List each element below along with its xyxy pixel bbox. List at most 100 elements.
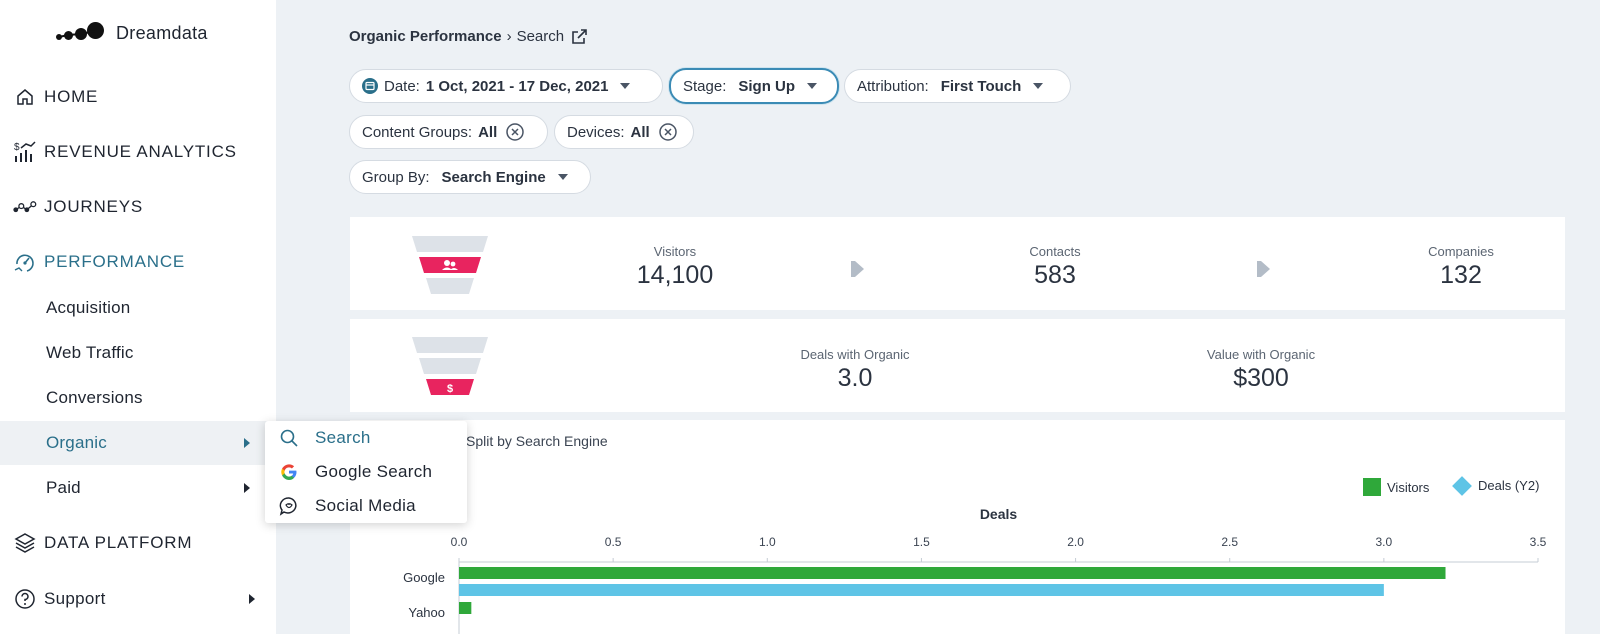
chart-card — [350, 420, 1565, 634]
contacts-label: Contacts — [1029, 244, 1081, 259]
x-tick-label: 1.0 — [759, 535, 776, 549]
help-circle-icon — [13, 587, 37, 611]
chevron-down-icon — [807, 83, 818, 89]
x-tick-label: 1.5 — [913, 535, 930, 549]
sidebar-item-label: Organic — [46, 433, 107, 452]
sidebar-item-acquisition[interactable]: Acquisition — [0, 286, 276, 330]
companies-metric: Companies 132 — [1366, 244, 1556, 290]
companies-value: 132 — [1440, 261, 1482, 289]
clear-filter-icon[interactable] — [658, 123, 677, 141]
value-with-organic-value: $300 — [1233, 364, 1289, 392]
revenue-analytics-icon: $ — [13, 140, 37, 164]
contacts-metric: Contacts 583 — [960, 244, 1150, 290]
visitors-value: 14,100 — [636, 261, 714, 289]
chevron-right-icon — [244, 483, 250, 493]
home-icon — [13, 85, 37, 109]
sidebar-item-conversions[interactable]: Conversions — [0, 376, 276, 420]
deals-with-organic-metric: Deals with Organic 3.0 — [750, 347, 960, 393]
social-media-icon — [279, 496, 299, 516]
legend-swatch — [1363, 478, 1381, 496]
attribution-filter-key: Attribution: — [857, 77, 929, 95]
legend-label: Visitors — [1387, 479, 1430, 495]
breadcrumb-current: Search — [516, 28, 565, 45]
stage-filter-value: Sign Up — [738, 77, 796, 95]
devices-filter[interactable]: Devices: All — [554, 115, 694, 149]
svg-text:$: $ — [14, 142, 20, 153]
chevron-right-icon — [249, 594, 255, 604]
group-by-filter-value: Search Engine — [441, 168, 546, 186]
y-tick-label: Yahoo — [408, 605, 445, 620]
calendar-icon — [362, 78, 378, 94]
sidebar-item-label: Acquisition — [46, 298, 131, 317]
companies-label: Companies — [1428, 244, 1494, 259]
group-by-filter[interactable]: Group By: Search Engine — [349, 160, 591, 194]
value-with-organic-label: Value with Organic — [1206, 347, 1316, 362]
sidebar-item-label: Web Traffic — [46, 343, 134, 362]
app-logo[interactable]: Dreamdata — [56, 22, 208, 44]
x-axis-label: Deals — [980, 506, 1018, 522]
nav-performance[interactable]: PERFORMANCE — [0, 240, 276, 284]
visitors-label: Visitors — [653, 244, 697, 259]
bar-google-visitors — [459, 567, 1446, 579]
nav-data-platform[interactable]: DATA PLATFORM — [0, 521, 276, 565]
date-filter[interactable]: Date: 1 Oct, 2021 - 17 Dec, 2021 — [349, 69, 663, 103]
group-by-filter-key: Group By: — [362, 168, 430, 186]
chevron-down-icon — [620, 83, 631, 89]
sidebar-item-web-traffic[interactable]: Web Traffic — [0, 331, 276, 375]
nav-support[interactable]: Support — [0, 577, 276, 621]
deals-with-organic-value: 3.0 — [837, 364, 873, 392]
content-groups-filter-value: All — [478, 123, 498, 141]
google-icon — [279, 462, 299, 482]
legend-label: Deals (Y2) — [1478, 478, 1540, 493]
x-tick-label: 3.0 — [1376, 535, 1393, 549]
organic-flyout-menu: Search Google Search Social Media — [265, 421, 467, 523]
breadcrumb: Organic Performance › Search — [349, 28, 588, 45]
stage-filter[interactable]: Stage: Sign Up — [669, 68, 839, 104]
date-filter-key: Date: — [384, 77, 420, 95]
flyout-item-google-search[interactable]: Google Search — [265, 456, 467, 488]
contacts-value: 583 — [1034, 261, 1076, 289]
journeys-icon — [13, 195, 37, 219]
attribution-filter[interactable]: Attribution: First Touch — [844, 69, 1071, 103]
nav-journeys-label: JOURNEYS — [44, 197, 143, 216]
x-tick-label: 2.0 — [1067, 535, 1084, 549]
flyout-item-label: Social Media — [315, 496, 416, 515]
nav-journeys[interactable]: JOURNEYS — [0, 185, 276, 229]
nav-revenue-analytics-label: REVENUE ANALYTICS — [44, 142, 237, 161]
chevron-right-icon — [244, 438, 250, 448]
nav-support-label: Support — [44, 589, 106, 608]
x-tick-label: 2.5 — [1221, 535, 1238, 549]
flyout-item-label: Search — [315, 428, 371, 447]
chevron-down-icon — [1033, 83, 1044, 89]
breadcrumb-root[interactable]: Organic Performance — [349, 28, 502, 45]
funnel-contacts-icon — [412, 236, 488, 301]
date-filter-value: 1 Oct, 2021 - 17 Dec, 2021 — [425, 77, 609, 95]
legend-visitors[interactable]: Visitors — [1363, 478, 1429, 496]
flyout-item-social-media[interactable]: Social Media — [265, 490, 467, 522]
devices-filter-key: Devices: — [567, 123, 625, 141]
content-groups-filter[interactable]: Content Groups: All — [349, 115, 548, 149]
sidebar-item-organic[interactable]: Organic — [0, 421, 276, 465]
external-link-icon[interactable] — [571, 28, 588, 45]
clear-filter-icon[interactable] — [506, 123, 524, 141]
bar-google-deals — [459, 584, 1384, 596]
stage-filter-key: Stage: — [683, 77, 727, 95]
breadcrumb-separator: › — [506, 28, 512, 45]
content-groups-filter-key: Content Groups: — [362, 123, 473, 141]
flyout-item-search[interactable]: Search — [265, 422, 467, 454]
svg-text:$: $ — [447, 383, 453, 395]
layers-icon — [13, 531, 37, 555]
funnel-arrow-icon — [1257, 261, 1270, 277]
chevron-down-icon — [557, 174, 568, 180]
nav-revenue-analytics[interactable]: $ REVENUE ANALYTICS — [0, 130, 276, 174]
nav-home[interactable]: HOME — [0, 75, 276, 119]
sidebar: Dreamdata HOME $ REVENUE ANALYTICS JOURN — [0, 0, 276, 634]
performance-icon — [13, 250, 37, 274]
sidebar-item-paid[interactable]: Paid — [0, 466, 276, 510]
devices-filter-value: All — [630, 123, 650, 141]
legend-deals[interactable]: Deals (Y2) — [1452, 475, 1540, 496]
bar-chart: Deals 0.0 0.5 1.0 1.5 2.0 2.5 3.0 3.5 Google Yahoo — [403, 506, 1547, 634]
legend-swatch — [1452, 475, 1472, 496]
funnel-arrow-icon — [851, 261, 864, 277]
flyout-item-label: Google Search — [315, 462, 433, 481]
